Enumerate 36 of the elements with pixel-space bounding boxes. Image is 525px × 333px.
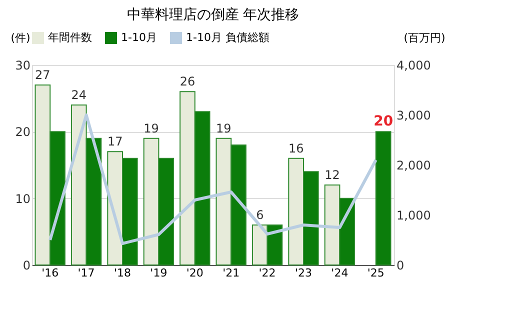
data-label: 6: [256, 208, 264, 222]
y2-tick-label: 1,000: [396, 208, 431, 222]
y-tick-label: 0: [22, 258, 30, 272]
data-label: 19: [144, 121, 159, 136]
y2-tick-label: 0: [396, 258, 404, 272]
x-tick-label: '21: [222, 266, 240, 280]
y2-axis-title: (百万円): [404, 32, 446, 44]
x-tick-label: '25: [367, 266, 384, 280]
y2-tick-label: 2,000: [396, 158, 431, 172]
x-tick-label: '18: [114, 266, 132, 280]
data-label: 17: [107, 134, 123, 149]
data-label: 27: [35, 68, 50, 82]
y-tick-label: 10: [15, 192, 30, 206]
y2-tick-label: 4,000: [396, 58, 431, 72]
y-axis-title: (件): [10, 32, 30, 44]
x-tick-label: '22: [258, 266, 276, 280]
data-label: 12: [324, 168, 340, 182]
legend-label: 年間件数: [48, 31, 92, 44]
x-tick-label: '16: [42, 266, 59, 280]
x-tick-label: '20: [186, 266, 204, 280]
legend-label: 1-10月 負債総額: [186, 31, 270, 44]
x-tick-label: '23: [294, 266, 312, 280]
data-label: 26: [180, 74, 196, 89]
x-tick-label: '17: [78, 266, 95, 280]
data-label: 19: [216, 121, 232, 136]
chart-title: 中華料理店の倒産 年次推移: [126, 7, 300, 23]
data-label: 16: [288, 141, 304, 156]
y2-tick-label: 3,000: [396, 108, 431, 122]
y-tick-label: 30: [15, 58, 30, 72]
y-tick-label: 20: [15, 125, 30, 140]
x-tick-label: '24: [331, 266, 348, 280]
x-tick-label: '19: [150, 266, 168, 280]
bar: [375, 131, 392, 266]
data-label: 20: [374, 114, 394, 130]
legend-label: 1-10月: [121, 31, 157, 44]
data-label: 24: [71, 88, 87, 102]
